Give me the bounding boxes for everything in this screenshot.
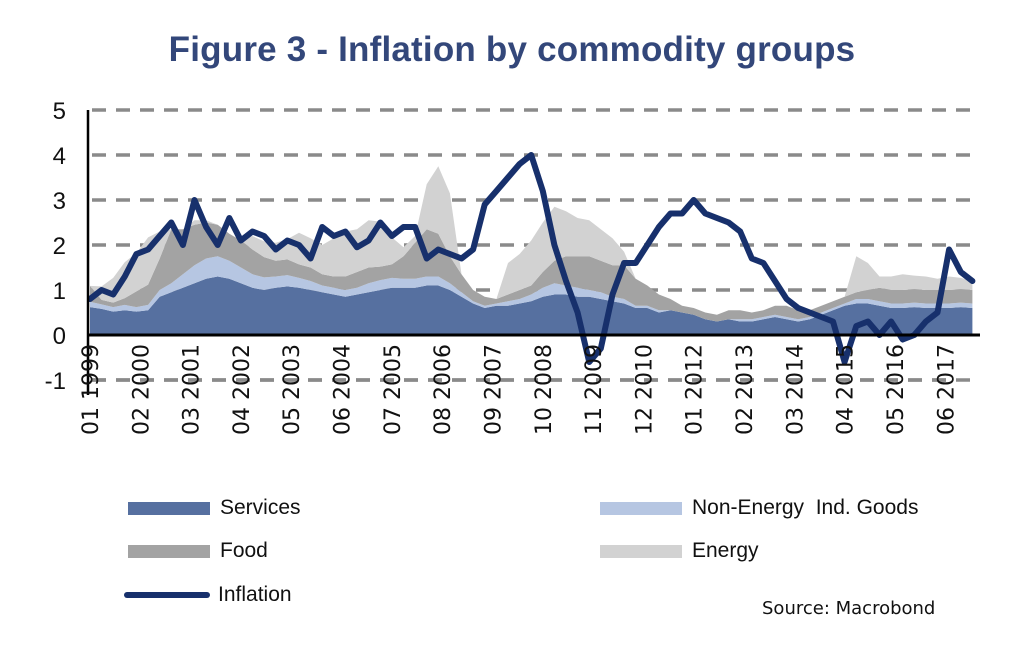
x-tick-label: 05 2016 bbox=[884, 344, 909, 435]
chart-title: Figure 3 - Inflation by commodity groups bbox=[168, 30, 856, 69]
stacked-areas bbox=[90, 166, 973, 335]
x-tick-label: 09 2007 bbox=[482, 344, 507, 435]
x-tick-label: 05 2003 bbox=[280, 344, 305, 435]
legend-item-inflation: Inflation bbox=[124, 583, 292, 607]
source-note: Source: Macrobond bbox=[762, 598, 936, 619]
legend-item-food: Food bbox=[128, 539, 268, 563]
legend-label-food: Food bbox=[220, 539, 268, 562]
x-tick-label: 12 2010 bbox=[632, 344, 657, 435]
x-tick-label: 04 2002 bbox=[230, 344, 255, 435]
legend-swatch-services bbox=[128, 501, 210, 515]
legend-label-neig: Non-Energy Ind. Goods bbox=[692, 496, 919, 519]
legend-item-energy: Energy bbox=[600, 539, 759, 563]
area-non-energy-ind-goods bbox=[90, 256, 973, 322]
legend-item-neig: Non-Energy Ind. Goods bbox=[600, 496, 918, 520]
legend-label-energy: Energy bbox=[692, 539, 759, 562]
y-tick-label: 4 bbox=[53, 143, 66, 170]
y-tick-label: 1 bbox=[53, 278, 66, 305]
x-tick-label: 02 2013 bbox=[733, 344, 758, 435]
legend-item-services: Services bbox=[128, 496, 301, 520]
legend-swatch-inflation bbox=[124, 592, 210, 598]
x-tick-label: 01 1999 bbox=[79, 344, 104, 435]
x-tick-label: 06 2004 bbox=[331, 344, 356, 435]
area-services bbox=[90, 276, 973, 335]
inflation-line-group bbox=[87, 152, 976, 365]
x-tick-label: 03 2014 bbox=[783, 344, 808, 435]
axes bbox=[86, 110, 980, 395]
y-tick-label: 5 bbox=[53, 98, 66, 125]
inflation-line bbox=[87, 152, 976, 365]
y-tick-label: -1 bbox=[45, 368, 66, 395]
x-tick-label: 06 2017 bbox=[934, 344, 959, 435]
area-energy bbox=[90, 166, 973, 315]
legend-label-inflation: Inflation bbox=[218, 583, 292, 606]
y-tick-label: 3 bbox=[53, 188, 66, 215]
legend-swatch-neig bbox=[600, 501, 682, 515]
x-tick-label: 04 2015 bbox=[834, 344, 859, 435]
legend-swatch-energy bbox=[600, 544, 682, 558]
legend-swatch-food bbox=[128, 544, 210, 558]
x-tick-label: 02 2000 bbox=[129, 344, 154, 435]
y-tick-label: 2 bbox=[53, 233, 66, 260]
legend-label-services: Services bbox=[220, 496, 301, 519]
x-tick-labels: 01 1999 02 2000 03 2001 04 2002 05 2003 06 20… bbox=[79, 344, 959, 435]
y-tick-labels: 5 4 3 2 1 0 -1 bbox=[45, 98, 66, 395]
x-tick-label: 11 2009 bbox=[582, 344, 607, 435]
x-tick-label: 10 2008 bbox=[532, 344, 557, 435]
x-tick-label: 07 2005 bbox=[381, 344, 406, 435]
y-tick-label: 0 bbox=[53, 323, 66, 350]
x-tick-label: 03 2001 bbox=[180, 344, 205, 435]
x-tick-label: 08 2006 bbox=[431, 344, 456, 435]
x-tick-label: 01 2012 bbox=[683, 344, 708, 435]
